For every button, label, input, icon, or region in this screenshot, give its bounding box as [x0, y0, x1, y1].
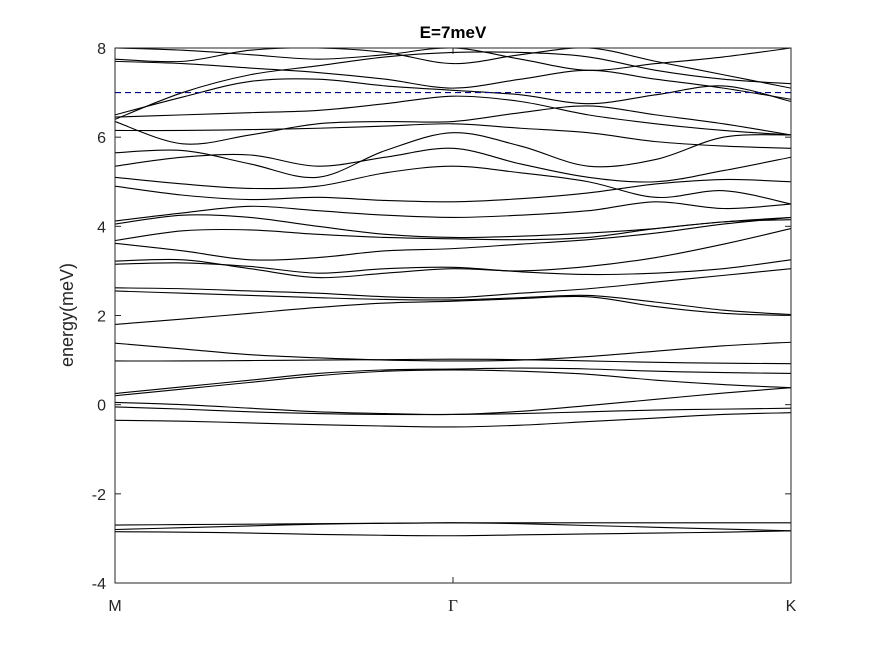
- band-line-7: [115, 369, 791, 397]
- y-tick-label: 4: [97, 219, 106, 236]
- band-line-27: [115, 78, 791, 116]
- y-axis-label: energy(meV): [57, 263, 77, 367]
- y-tick-label: 6: [97, 130, 106, 147]
- band-line-12: [115, 290, 791, 316]
- band-line-8: [115, 367, 791, 395]
- band-line-4: [115, 412, 791, 428]
- y-tick-label: 0: [97, 398, 106, 415]
- band-line-18: [115, 214, 791, 239]
- band-line-15: [115, 228, 791, 279]
- plot-area: [115, 48, 791, 583]
- x-tick-label: K: [786, 598, 797, 615]
- band-line-26: [115, 95, 791, 136]
- band-line-3: [115, 522, 791, 526]
- band-line-19: [115, 201, 791, 222]
- band-line-16: [115, 216, 791, 261]
- series-layer: [115, 48, 791, 537]
- x-tick-label: Γ: [448, 596, 458, 615]
- band-line-9: [115, 358, 791, 365]
- band-line-22: [115, 147, 791, 183]
- band-line-13: [115, 268, 791, 299]
- band-line-11: [115, 295, 791, 325]
- y-tick-label: -2: [92, 487, 106, 504]
- y-tick-label: -4: [92, 576, 106, 593]
- y-tick-label: 8: [97, 41, 106, 58]
- band-line-10: [115, 341, 791, 362]
- band-line-24: [115, 123, 791, 149]
- band-line-31: [115, 48, 791, 71]
- band-line-14: [115, 259, 791, 276]
- band-line-28: [115, 60, 791, 100]
- band-line-25: [115, 105, 791, 145]
- chart-title: E=7meV: [420, 23, 487, 42]
- band-line-23: [115, 132, 791, 179]
- band-line-20: [115, 178, 791, 203]
- y-axis: -4 -2 0 2 4 6 8: [92, 41, 791, 593]
- band-line-1: [115, 530, 791, 537]
- x-tick-label: M: [108, 598, 121, 615]
- band-line-21: [115, 165, 791, 205]
- y-tick-label: 2: [97, 309, 106, 326]
- band-line-6: [115, 387, 791, 416]
